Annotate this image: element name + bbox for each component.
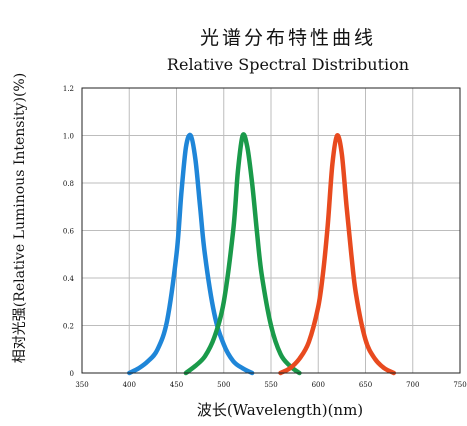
y-tick-labels: 0 0.2 0.4 0.6 0.8 1.0 1.2 <box>63 85 75 378</box>
x-tick-label: 600 <box>312 381 325 389</box>
spectrum-curve-3 <box>278 133 397 376</box>
x-tick-label: 350 <box>75 381 88 389</box>
x-tick-labels: 350 400 450 500 550 600 650 700 750 <box>75 381 466 389</box>
plot-frame <box>81 87 461 374</box>
x-axis-label: 波长(Wavelength)(nm) <box>197 401 363 419</box>
x-tick-label: 650 <box>359 381 372 389</box>
spectrum-curve-1 <box>127 132 255 376</box>
x-tick-label: 450 <box>170 381 183 389</box>
y-tick-label: 0.8 <box>63 180 74 188</box>
x-tick-label: 750 <box>453 381 466 389</box>
spectral-curves <box>127 132 397 376</box>
y-tick-label: 0 <box>70 370 74 378</box>
spectrum-curve-2 <box>183 132 302 376</box>
grid-lines <box>81 87 461 374</box>
y-tick-label: 0.4 <box>63 275 75 283</box>
y-tick-label: 0.2 <box>63 323 74 331</box>
chart-subtitle: Relative Spectral Distribution <box>167 55 409 74</box>
x-tick-label: 400 <box>123 381 136 389</box>
x-tick-label: 550 <box>264 381 277 389</box>
y-tick-label: 0.6 <box>63 228 75 236</box>
chart-title: 光谱分布特性曲线 <box>200 27 376 49</box>
y-tick-label: 1.0 <box>63 133 74 141</box>
x-tick-label: 700 <box>406 381 419 389</box>
x-tick-label: 500 <box>217 381 230 389</box>
y-tick-label: 1.2 <box>63 85 74 93</box>
y-axis-label: 相对光强(Relative Luminous Intensity)(%) <box>12 73 28 363</box>
